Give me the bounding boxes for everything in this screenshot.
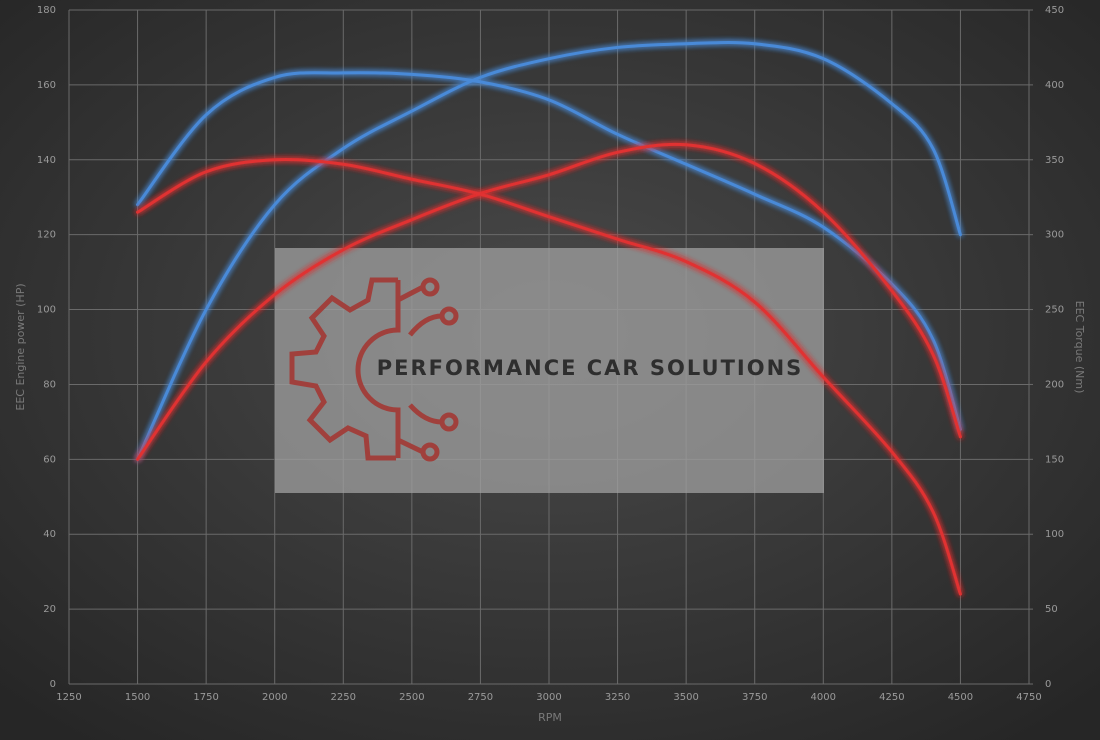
y-tick-label: 40 [43,529,56,540]
y-tick-label: 0 [50,679,56,690]
y-tick-label: 60 [43,454,56,465]
y2-tick-label: 200 [1045,379,1064,390]
y-tick-label: 80 [43,379,56,390]
x-tick-label: 2750 [468,692,493,703]
y2-axis-title: EEC Torque (Nm) [1073,301,1086,394]
x-tick-label: 2250 [331,692,356,703]
y-axis-title: EEC Engine power (HP) [14,283,27,410]
watermark: PERFORMANCE CAR SOLUTIONS [275,248,824,493]
y2-tick-label: 400 [1045,80,1064,91]
y-tick-label: 180 [37,5,56,16]
y-tick-label: 120 [37,230,56,241]
y2-tick-label: 100 [1045,529,1064,540]
x-tick-label: 1250 [56,692,81,703]
watermark-text: PERFORMANCE CAR SOLUTIONS [377,356,804,380]
x-tick-label: 2500 [399,692,424,703]
x-tick-label: 3750 [742,692,767,703]
series-line [136,71,962,431]
y-tick-label: 100 [37,305,56,316]
y-tick-label: 140 [37,155,56,166]
y2-tick-label: 150 [1045,454,1064,465]
y2-tick-label: 50 [1045,604,1058,615]
x-tick-label: 3000 [536,692,561,703]
x-tick-label: 1500 [125,692,150,703]
y-tick-label: 20 [43,604,56,615]
x-axis-title: RPM [538,711,562,724]
series-line [136,40,962,461]
x-tick-label: 4750 [1016,692,1041,703]
y-tick-label: 160 [37,80,56,91]
series-line [136,157,962,596]
y2-tick-label: 0 [1045,679,1051,690]
x-tick-label: 3500 [673,692,698,703]
y2-tick-label: 250 [1045,305,1064,316]
series-line [136,142,962,461]
y2-tick-label: 350 [1045,155,1064,166]
y2-tick-label: 450 [1045,5,1064,16]
x-tick-label: 2000 [262,692,287,703]
y2-tick-label: 300 [1045,230,1064,241]
watermark-logo [289,277,459,462]
grid: 1250 1500 1750 2000 2250 2500 2750 3000 3250 3500… [37,5,1064,703]
x-tick-label: 4500 [948,692,973,703]
x-tick-label: 3250 [605,692,630,703]
x-tick-label: 4250 [879,692,904,703]
lines [136,40,962,596]
x-tick-label: 4000 [811,692,836,703]
x-tick-label: 1750 [193,692,218,703]
